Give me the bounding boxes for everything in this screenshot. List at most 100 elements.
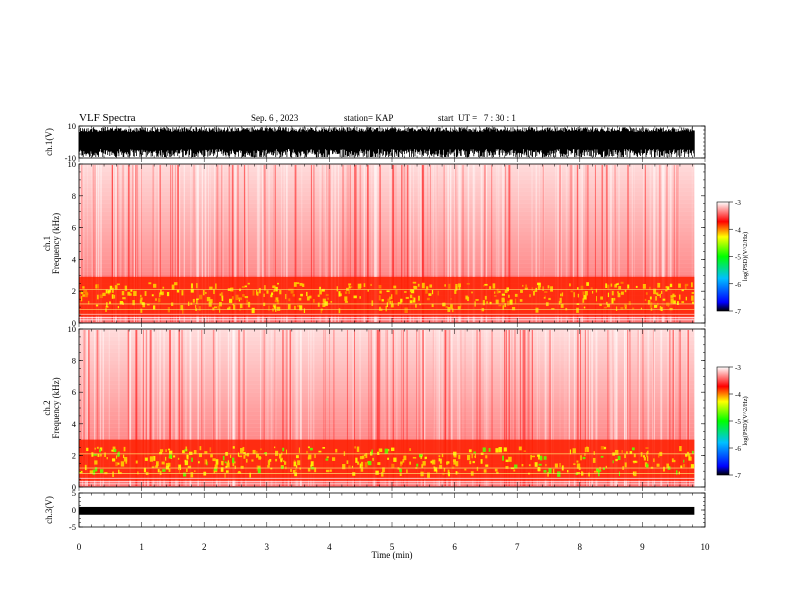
time-streak xyxy=(135,330,138,486)
intensity-blob xyxy=(452,308,454,313)
time-streak xyxy=(406,165,409,322)
intensity-blob xyxy=(443,302,446,307)
intensity-blob xyxy=(489,301,492,305)
time-streak xyxy=(591,330,594,486)
time-streak xyxy=(495,165,497,322)
time-streak xyxy=(263,330,266,486)
intensity-blob xyxy=(274,300,277,303)
time-streak xyxy=(353,330,355,486)
intensity-blob xyxy=(197,461,200,464)
intensity-blob xyxy=(439,464,443,469)
intensity-blob xyxy=(483,469,487,473)
intensity-blob xyxy=(353,295,357,299)
intensity-blob xyxy=(649,296,652,300)
time-streak xyxy=(594,165,596,322)
intensity-blob xyxy=(624,289,627,293)
intensity-blob xyxy=(456,471,459,474)
intensity-blob xyxy=(600,455,604,458)
time-streak xyxy=(376,330,379,486)
y-axis-label: Frequency (kHz) xyxy=(51,213,61,274)
intensity-blob xyxy=(436,469,438,473)
intensity-blob xyxy=(583,295,587,300)
time-streak xyxy=(653,330,654,486)
intensity-blob xyxy=(624,303,626,307)
intensity-blob xyxy=(120,461,125,467)
time-streak xyxy=(346,330,348,486)
intensity-blob xyxy=(306,296,310,301)
time-streak xyxy=(462,165,464,322)
colorbar-tick-label: -3 xyxy=(735,199,741,207)
intensity-blob xyxy=(489,286,492,290)
time-streak xyxy=(618,165,620,322)
time-streak xyxy=(122,165,124,322)
colorbar-tick-label: -6 xyxy=(735,445,741,453)
x-tick-label: 8 xyxy=(578,542,583,552)
time-streak xyxy=(678,165,680,322)
y-tick-label: 8 xyxy=(72,191,76,201)
intensity-blob xyxy=(189,451,193,455)
intensity-blob xyxy=(611,290,614,296)
spectral-band xyxy=(79,415,695,420)
intensity-blob xyxy=(348,285,350,289)
time-streak xyxy=(551,330,553,486)
intensity-blob xyxy=(483,284,485,287)
time-streak xyxy=(652,330,655,486)
intensity-blob xyxy=(378,284,382,289)
intensity-blob xyxy=(519,299,523,302)
time-streak xyxy=(560,165,562,322)
intensity-blob xyxy=(302,283,305,287)
intensity-blob xyxy=(512,307,516,311)
time-streak xyxy=(145,330,147,486)
time-streak xyxy=(80,165,83,322)
time-streak xyxy=(267,330,269,486)
y-tick-label: 6 xyxy=(72,387,76,397)
intensity-blob xyxy=(271,292,274,295)
time-streak xyxy=(144,330,146,486)
time-streak xyxy=(208,165,209,322)
intensity-blob xyxy=(119,301,124,305)
intensity-blob xyxy=(606,303,610,308)
time-streak xyxy=(169,330,171,486)
time-streak xyxy=(213,330,215,486)
time-streak xyxy=(375,165,378,322)
intensity-blob xyxy=(382,467,385,473)
time-streak xyxy=(94,165,96,322)
time-streak xyxy=(587,165,589,322)
intensity-blob xyxy=(538,466,540,472)
intensity-blob xyxy=(264,285,266,291)
intensity-blob xyxy=(178,464,182,471)
intensity-blob xyxy=(267,465,270,468)
intensity-blob xyxy=(498,304,502,307)
intensity-blob xyxy=(212,458,216,462)
intensity-blob xyxy=(232,303,235,306)
intensity-blob xyxy=(135,460,138,464)
intensity-blob xyxy=(672,293,675,296)
time-streak xyxy=(296,330,298,486)
intensity-blob xyxy=(412,297,416,303)
time-streak xyxy=(536,330,538,486)
intensity-blob xyxy=(569,449,571,455)
y-tick-label: 5 xyxy=(72,488,76,498)
intensity-blob xyxy=(503,447,507,452)
time-streak xyxy=(443,165,445,322)
intensity-blob xyxy=(381,299,384,302)
intensity-blob xyxy=(290,468,292,472)
time-streak xyxy=(227,330,230,486)
time-streak xyxy=(627,330,630,486)
time-streak xyxy=(688,330,690,486)
plot-title: VLF Spectra xyxy=(79,112,136,124)
intensity-blob xyxy=(617,282,619,285)
intensity-blob xyxy=(94,447,96,450)
intensity-blob xyxy=(548,297,551,301)
time-streak xyxy=(96,330,99,486)
time-streak xyxy=(170,165,172,322)
time-streak xyxy=(563,330,565,486)
intensity-blob xyxy=(165,465,170,470)
intensity-blob xyxy=(522,284,524,287)
time-streak xyxy=(373,165,376,322)
intensity-blob xyxy=(160,289,162,294)
intensity-blob xyxy=(647,456,649,462)
intensity-blob xyxy=(578,467,581,471)
y-tick-label: 0 xyxy=(72,482,76,492)
intensity-blob xyxy=(257,465,261,470)
